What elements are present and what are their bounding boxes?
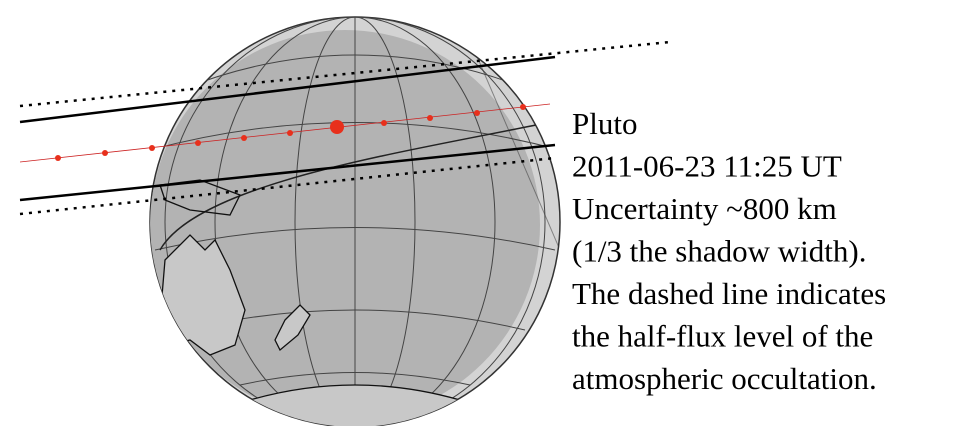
caption-line: The dashed line indicates <box>572 276 886 311</box>
figure: Pluto 2011-06-23 11:25 UT Uncertainty ~800… <box>0 0 968 426</box>
time-marker <box>241 135 247 141</box>
time-marker <box>520 104 526 110</box>
time-marker <box>195 140 201 146</box>
time-marker <box>287 130 293 136</box>
time-marker <box>427 115 433 121</box>
caption-line: (1/3 the shadow width). <box>572 234 866 269</box>
caption-line: atmospheric occultation. <box>572 361 877 396</box>
time-marker <box>381 120 387 126</box>
caption-line: the half-flux level of the <box>572 319 873 354</box>
midtime-marker <box>330 120 344 134</box>
time-marker <box>102 150 108 156</box>
caption-line: Uncertainty ~800 km <box>572 191 837 226</box>
caption: Pluto 2011-06-23 11:25 UT Uncertainty ~800… <box>572 106 886 396</box>
time-marker <box>474 110 480 116</box>
caption-line: Pluto <box>572 106 637 141</box>
globe <box>150 17 560 426</box>
time-marker <box>149 145 155 151</box>
time-marker <box>55 155 61 161</box>
caption-line: 2011-06-23 11:25 UT <box>572 149 842 184</box>
